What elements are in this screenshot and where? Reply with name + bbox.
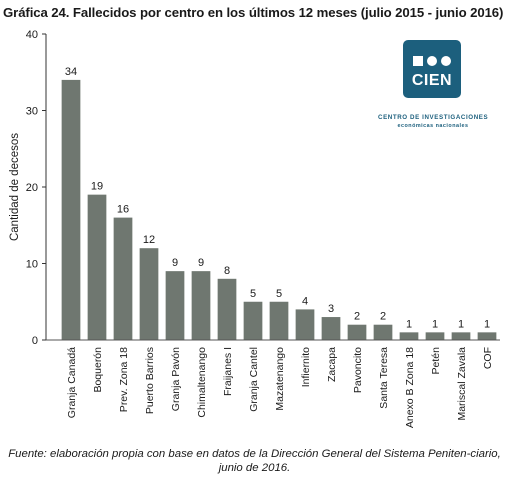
data-label: 4 <box>302 295 308 307</box>
bar <box>269 301 289 340</box>
category-label: Puerto Barrios <box>144 347 156 414</box>
category-label: Boquerón <box>92 347 104 393</box>
category-label: Granja Cantel <box>248 347 260 412</box>
data-label: 8 <box>224 265 230 277</box>
bar <box>295 309 315 340</box>
category-label: Chimaltenango <box>196 347 208 418</box>
y-tick-label: 10 <box>26 259 38 271</box>
bar <box>373 324 393 340</box>
bar <box>477 332 497 340</box>
data-label: 19 <box>91 181 103 193</box>
cien-logo-word: CIEN <box>411 72 453 89</box>
category-label: COF <box>482 347 494 369</box>
y-tick-label: 20 <box>26 182 38 194</box>
data-label: 5 <box>276 288 282 300</box>
data-label: 1 <box>484 318 490 330</box>
data-label: 1 <box>406 318 412 330</box>
cien-logo-subtagline: económicas nacionales <box>397 123 469 129</box>
category-label: Zacapa <box>326 347 338 382</box>
data-label: 9 <box>172 257 178 269</box>
data-label: 1 <box>458 318 464 330</box>
data-label: 16 <box>117 204 129 216</box>
bar <box>321 317 341 340</box>
bar <box>425 332 445 340</box>
bar <box>399 332 419 340</box>
bar <box>113 217 133 340</box>
chart-title: Gráfica 24. Fallecidos por centro en los… <box>3 5 504 20</box>
category-label: Mariscal Zavala <box>456 347 468 421</box>
category-label: Anexo B Zona 18 <box>404 347 416 428</box>
data-label: 2 <box>354 311 360 323</box>
bar <box>165 271 185 340</box>
category-label: Santa Teresa <box>378 347 390 409</box>
bar <box>139 248 159 340</box>
data-label: 1 <box>432 318 438 330</box>
category-label: Infiernito <box>300 347 312 387</box>
cien-logo: CIEN CENTRO DE INVESTIGACIONES económica… <box>378 40 488 135</box>
y-axis-title: Cantidad de decesos <box>9 133 21 241</box>
bar <box>217 278 237 340</box>
category-label: Petén <box>430 347 442 375</box>
bar <box>243 301 263 340</box>
data-label: 12 <box>143 234 155 246</box>
data-label: 2 <box>380 311 386 323</box>
cien-logo-mark: CIEN <box>403 40 461 98</box>
data-label: 9 <box>198 257 204 269</box>
category-label: Prev. Zona 18 <box>118 347 130 412</box>
category-label: Pavoncito <box>352 347 364 393</box>
data-label: 34 <box>65 66 77 78</box>
category-label: Granja Canadá <box>66 347 78 418</box>
data-label: 5 <box>250 288 256 300</box>
bar <box>347 324 367 340</box>
y-tick-label: 0 <box>32 335 38 347</box>
bar <box>61 79 81 341</box>
bar <box>87 194 107 340</box>
y-tick-label: 30 <box>26 106 38 118</box>
cien-logo-tagline: CENTRO DE INVESTIGACIONES <box>378 114 489 121</box>
category-label: Fraijanes I <box>222 347 234 396</box>
bar <box>451 332 471 340</box>
data-label: 3 <box>328 303 334 315</box>
bar <box>191 271 211 340</box>
y-tick-label: 40 <box>26 29 38 41</box>
category-label: Granja Pavón <box>170 347 182 411</box>
category-label: Mazatenango <box>274 347 286 411</box>
source-note: Fuente: elaboración propia con base en d… <box>8 448 501 474</box>
